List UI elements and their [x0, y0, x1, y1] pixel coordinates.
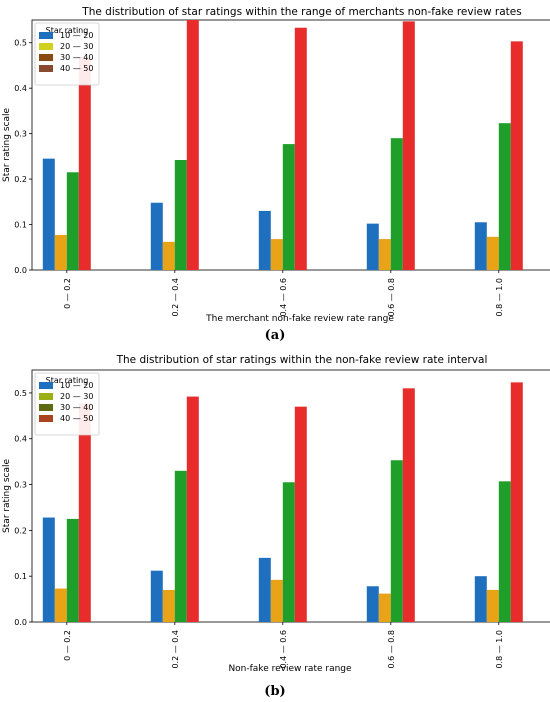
- bar-30-40: [282, 144, 295, 270]
- bar-20-30: [162, 241, 175, 270]
- caption-a: (a): [264, 328, 286, 343]
- y-tick-label: 0.3: [14, 130, 27, 139]
- x-axis-label: Non-fake review rate range: [228, 664, 352, 674]
- x-tick-label: 0.8 — 1.0: [495, 278, 504, 317]
- bar-40-50: [78, 403, 91, 622]
- bars: [42, 20, 523, 271]
- y-tick-label: 0.0: [14, 266, 27, 275]
- bar-10-20: [150, 570, 163, 622]
- legend-label: 20 — 30: [60, 42, 93, 51]
- y-tick-label: 0.1: [14, 572, 27, 581]
- y-tick-label: 0.4: [14, 84, 27, 93]
- legend-swatch: [39, 382, 53, 389]
- bar-20-30: [378, 239, 391, 270]
- bar-30-40: [282, 482, 295, 622]
- bar-30-40: [174, 160, 187, 270]
- bar-10-20: [474, 576, 487, 622]
- bar-20-30: [378, 593, 391, 622]
- legend-label: 40 — 50: [60, 414, 93, 423]
- y-tick-label: 0.5: [14, 389, 27, 398]
- x-tick-label: 0 — 0.2: [63, 630, 72, 661]
- legend-title: Star rating: [46, 376, 89, 385]
- bar-40-50: [186, 20, 199, 270]
- y-tick-label: 0.0: [14, 618, 27, 627]
- x-tick-label: 0.6 — 0.8: [387, 630, 396, 669]
- x-axis-label: The merchant non-fake review rate range: [205, 314, 394, 324]
- bar-30-40: [390, 460, 403, 622]
- y-tick-label: 0.2: [14, 526, 27, 535]
- bars: [42, 382, 523, 622]
- bar-10-20: [366, 586, 379, 622]
- bar-20-30: [486, 589, 499, 622]
- bar-20-30: [54, 235, 67, 270]
- legend-swatch: [39, 65, 53, 72]
- x-tick-label: 0.2 — 0.4: [171, 630, 180, 669]
- y-axis-label: Star rating scale: [2, 459, 12, 533]
- bar-30-40: [498, 123, 511, 270]
- legend-swatch: [39, 393, 53, 400]
- legend-label: 30 — 40: [60, 53, 93, 62]
- bar-40-50: [294, 27, 307, 271]
- chart-title: The distribution of star ratings within …: [81, 6, 521, 18]
- y-axis: 0.0 0.1 0.2 0.3 0.4 0.5: [14, 389, 32, 627]
- bar-20-30: [270, 579, 283, 622]
- y-tick-label: 0.4: [14, 435, 27, 444]
- legend-swatch: [39, 415, 53, 422]
- bar-40-50: [402, 388, 415, 622]
- bar-10-20: [474, 222, 487, 270]
- legend-swatch: [39, 32, 53, 39]
- bar-10-20: [150, 202, 163, 270]
- bar-30-40: [66, 518, 79, 622]
- caption-b: (b): [264, 684, 286, 699]
- x-tick-label: 0 — 0.2: [63, 278, 72, 309]
- chart-title: The distribution of star ratings within …: [116, 354, 488, 366]
- bar-20-30: [54, 588, 67, 622]
- y-tick-label: 0.2: [14, 175, 27, 184]
- bar-30-40: [174, 470, 187, 622]
- legend-label: 10 — 20: [60, 381, 93, 390]
- bar-40-50: [78, 57, 91, 270]
- legend-title: Star rating: [46, 26, 89, 35]
- bar-20-30: [486, 236, 499, 270]
- bar-10-20: [42, 158, 55, 270]
- x-tick-label: 0.8 — 1.0: [495, 630, 504, 669]
- x-tick-label: 0.4 — 0.6: [279, 278, 288, 317]
- x-tick-label: 0.2 — 0.4: [171, 278, 180, 317]
- legend-swatch: [39, 54, 53, 61]
- x-tick-label: 0.6 — 0.8: [387, 278, 396, 317]
- bar-30-40: [66, 172, 79, 270]
- legend-label: 20 — 30: [60, 392, 93, 401]
- y-tick-label: 0.5: [14, 39, 27, 48]
- bar-20-30: [270, 239, 283, 270]
- legend-label: 10 — 20: [60, 31, 93, 40]
- legend-swatch: [39, 43, 53, 50]
- bar-40-50: [510, 41, 523, 271]
- legend: Star rating 10 — 20 20 — 30 30 — 40 40 — 50: [34, 372, 100, 436]
- x-axis: 0 — 0.2 0.2 — 0.4 0.4 — 0.6 0.6 — 0.8 0.8 — …: [63, 622, 504, 669]
- bar-40-50: [510, 382, 523, 622]
- y-tick-label: 0.3: [14, 481, 27, 490]
- bar-40-50: [402, 21, 415, 271]
- bar-40-50: [186, 396, 199, 622]
- bar-10-20: [258, 210, 271, 270]
- chart-b: The distribution of star ratings within …: [2, 354, 550, 674]
- bar-10-20: [366, 223, 379, 270]
- legend-swatch: [39, 404, 53, 411]
- x-tick-label: 0.4 — 0.6: [279, 630, 288, 669]
- y-tick-label: 0.1: [14, 221, 27, 230]
- bar-10-20: [258, 557, 271, 622]
- y-axis: 0.0 0.1 0.2 0.3 0.4 0.5: [14, 39, 32, 275]
- legend-label: 30 — 40: [60, 403, 93, 412]
- bar-30-40: [498, 481, 511, 622]
- chart-a: The distribution of star ratings within …: [2, 6, 550, 324]
- bar-20-30: [162, 589, 175, 622]
- bar-40-50: [294, 406, 307, 622]
- x-axis: 0 — 0.2 0.2 — 0.4 0.4 — 0.6 0.6 — 0.8 0.8 — …: [63, 270, 504, 317]
- bar-30-40: [390, 138, 403, 270]
- legend-label: 40 — 50: [60, 64, 93, 73]
- bar-10-20: [42, 517, 55, 622]
- legend: Star rating 10 — 20 20 — 30 30 — 40 40 — 50: [34, 22, 100, 86]
- y-axis-label: Star rating scale: [2, 108, 12, 182]
